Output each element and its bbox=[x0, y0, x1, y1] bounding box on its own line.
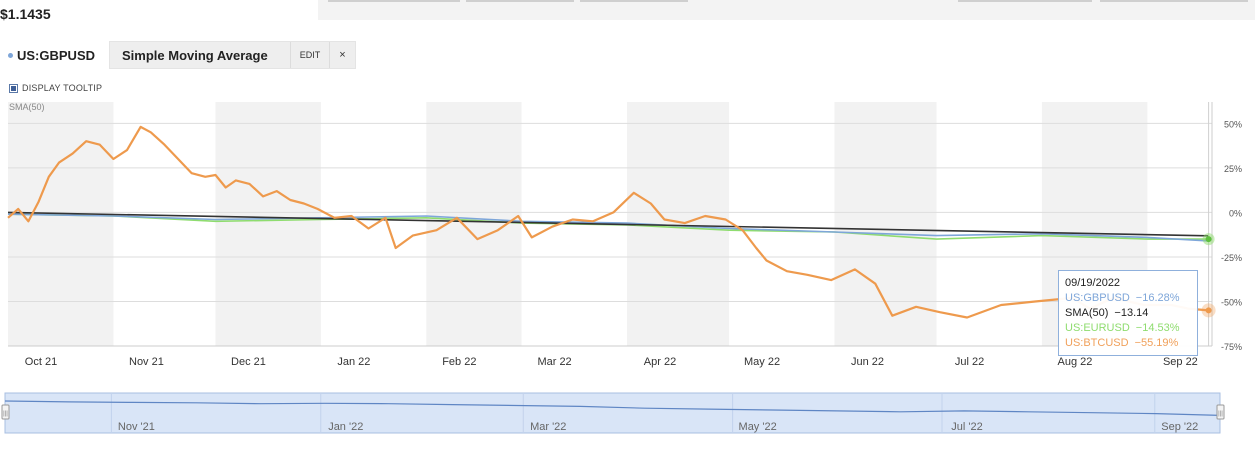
navigator-tick-label: Sep '22 bbox=[1161, 421, 1198, 433]
tooltip-series-value: −14.53% bbox=[1135, 322, 1180, 334]
tooltip-series-name: US:GBPUSD bbox=[1065, 292, 1130, 304]
x-tick-label: Mar 22 bbox=[537, 356, 571, 368]
tooltip-series-name: US:BTCUSD bbox=[1065, 337, 1129, 349]
study-chip: Simple Moving Average EDIT × bbox=[109, 41, 356, 69]
y-tick-label: -75% bbox=[1221, 342, 1242, 352]
navigator-handle-grip-icon: ||| bbox=[3, 411, 8, 417]
navigator-tick-label: Mar '22 bbox=[530, 421, 566, 433]
toolbar-tab-3[interactable] bbox=[580, 0, 688, 2]
navigator-tick-label: Nov '21 bbox=[118, 421, 155, 433]
y-tick-label: 25% bbox=[1224, 164, 1242, 174]
navigator-series-line bbox=[4, 400, 1221, 416]
legend-row: US:GBPUSD Simple Moving Average EDIT × bbox=[8, 41, 356, 69]
navigator-tick-label: May '22 bbox=[739, 421, 777, 433]
x-tick-label: Sep 22 bbox=[1163, 356, 1198, 368]
tooltip-series-name: US:EURUSD bbox=[1065, 322, 1130, 334]
x-tick-label: Feb 22 bbox=[442, 356, 476, 368]
display-tooltip-toggle[interactable]: DISPLAY TOOLTIP bbox=[9, 83, 102, 93]
navigator-left-handle[interactable] bbox=[1, 404, 10, 420]
toolbar-tab-4[interactable] bbox=[958, 0, 1092, 2]
tooltip-row: US:GBPUSD −16.28% bbox=[1065, 291, 1191, 306]
y-tick-label: -50% bbox=[1221, 297, 1242, 307]
navigator-selection bbox=[4, 392, 1221, 434]
btcusd-series-line bbox=[7, 125, 1209, 319]
remove-study-button[interactable]: × bbox=[329, 42, 354, 68]
y-tick-label: -25% bbox=[1221, 253, 1242, 263]
tooltip-row: US:EURUSD −14.53% bbox=[1065, 321, 1191, 336]
gbpusd-series-line bbox=[7, 213, 1209, 242]
x-tick-label: Aug 22 bbox=[1058, 356, 1093, 368]
tooltip-row: SMA(50) −13.14 bbox=[1065, 306, 1191, 321]
x-tick-label: Apr 22 bbox=[644, 356, 676, 368]
tooltip-series-value: −13.14 bbox=[1114, 307, 1149, 319]
checkbox-check-icon bbox=[11, 85, 16, 91]
series-color-dot bbox=[8, 52, 13, 58]
x-tick-label: Jan 22 bbox=[337, 356, 370, 368]
navigator-right-handle[interactable] bbox=[1216, 404, 1225, 420]
toolbar-tab-1[interactable] bbox=[328, 0, 460, 2]
tooltip-date: 09/19/2022 bbox=[1065, 277, 1121, 289]
x-tick-label: Jun 22 bbox=[851, 356, 884, 368]
tooltip-toggle-label: DISPLAY TOOLTIP bbox=[22, 83, 103, 93]
y-tick-label: 0% bbox=[1229, 208, 1242, 218]
study-name: Simple Moving Average bbox=[122, 47, 268, 63]
chart-tooltip: 09/19/2022 US:GBPUSD −16.28% SMA(50) −13… bbox=[1058, 270, 1198, 356]
edit-study-button[interactable]: EDIT bbox=[289, 42, 330, 68]
y-tick-label: 50% bbox=[1224, 119, 1242, 129]
tooltip-series-name: SMA(50) bbox=[1065, 307, 1109, 319]
sma-label: SMA(50) bbox=[9, 102, 45, 112]
top-toolbar-strip bbox=[318, 0, 1255, 20]
tooltip-row: US:BTCUSD −55.19% bbox=[1065, 336, 1191, 351]
ticker-label[interactable]: US:GBPUSD bbox=[17, 47, 96, 63]
navigator-handle-grip-icon: ||| bbox=[1218, 411, 1223, 417]
btcusd-hover-point bbox=[1205, 307, 1212, 314]
sma-series-line bbox=[7, 211, 1209, 237]
tooltip-checkbox[interactable] bbox=[9, 83, 18, 93]
eurusd-hover-point bbox=[1205, 236, 1212, 243]
x-tick-label: May 22 bbox=[744, 356, 780, 368]
alternate-month-band bbox=[215, 102, 321, 346]
tooltip-series-value: −55.19% bbox=[1134, 337, 1179, 349]
current-price: $1.1435 bbox=[0, 6, 51, 22]
x-tick-label: Oct 21 bbox=[25, 356, 57, 368]
x-tick-label: Nov 21 bbox=[129, 356, 164, 368]
navigator-tick-label: Jan '22 bbox=[328, 421, 363, 433]
navigator-tick-label: Jul '22 bbox=[951, 421, 982, 433]
tooltip-series-value: −16.28% bbox=[1135, 292, 1180, 304]
alternate-month-band bbox=[834, 102, 937, 346]
toolbar-tab-2[interactable] bbox=[466, 0, 574, 2]
x-tick-label: Dec 21 bbox=[231, 356, 266, 368]
toolbar-tab-5[interactable] bbox=[1100, 0, 1248, 2]
x-tick-label: Jul 22 bbox=[955, 356, 984, 368]
